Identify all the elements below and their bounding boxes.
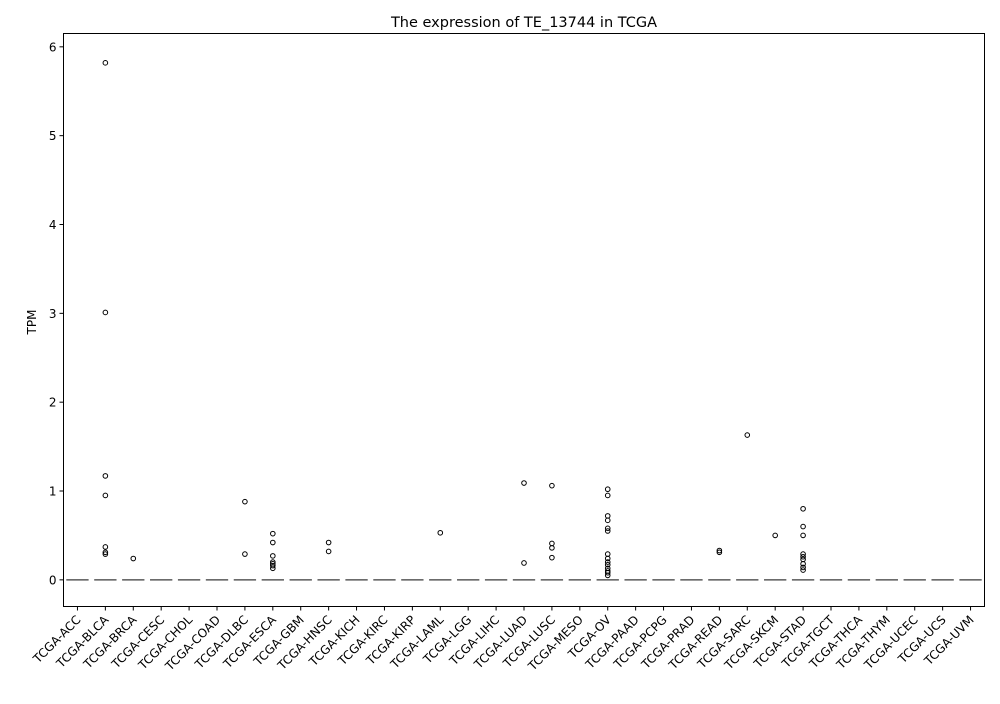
outlier-point: [242, 551, 248, 557]
outlier-point: [800, 551, 806, 557]
outlier-point: [800, 567, 806, 573]
outlier-point: [604, 492, 611, 499]
outlier-point: [325, 539, 332, 546]
outlier-point: [744, 432, 751, 438]
outlier-point: [242, 498, 248, 505]
outlier-point: [604, 561, 611, 568]
outlier-point: [521, 560, 527, 566]
outlier-point: [270, 530, 276, 537]
outlier-point: [604, 513, 611, 519]
y-axis-label: TPM: [25, 310, 39, 336]
plot-area: 0123456TCGA-ACCTCGA-BLCATCGA-BRCATCGA-CE…: [30, 40, 982, 674]
outlier-point: [604, 486, 611, 493]
outlier-point: [800, 553, 806, 560]
outlier-point: [800, 561, 806, 567]
outlier-point: [102, 492, 109, 499]
outlier-point: [716, 549, 723, 556]
outlier-point: [604, 551, 611, 557]
y-tick-label: 4: [49, 218, 57, 232]
y-tick-label: 0: [49, 573, 57, 587]
outlier-point: [549, 482, 555, 489]
outlier-point: [800, 523, 806, 530]
outlier-point: [270, 565, 276, 572]
y-tick-label: 2: [49, 396, 57, 410]
outlier-point: [102, 309, 109, 316]
outlier-point: [604, 525, 611, 532]
outlier-point: [800, 564, 806, 571]
y-tick-label: 1: [49, 485, 57, 499]
outlier-point: [549, 554, 555, 561]
outlier-point: [102, 60, 109, 66]
outlier-point: [604, 528, 611, 534]
outlier-point: [102, 549, 109, 556]
outlier-point: [604, 572, 611, 579]
outlier-point: [604, 555, 611, 562]
y-tick-label: 3: [49, 307, 57, 321]
outlier-point: [270, 553, 276, 559]
outlier-point: [102, 544, 109, 550]
outlier-point: [800, 532, 806, 539]
chart-title: The expression of TE_13744 in TCGA: [390, 15, 657, 31]
y-tick-label: 5: [49, 129, 57, 143]
outlier-point: [772, 532, 778, 539]
outlier-point: [270, 559, 276, 565]
outlier-point: [437, 529, 444, 536]
outlier-point: [102, 473, 109, 479]
outlier-point: [270, 562, 276, 569]
outlier-point: [800, 505, 806, 512]
outlier-point: [270, 539, 276, 546]
y-tick-label: 6: [49, 40, 57, 54]
outlier-point: [102, 551, 109, 557]
outlier-point: [325, 548, 332, 555]
outlier-point: [549, 545, 555, 551]
outlier-point: [604, 569, 611, 576]
outlier-point: [130, 555, 137, 562]
outlier-point: [604, 517, 611, 524]
outlier-point: [549, 540, 555, 547]
outlier-point: [604, 559, 611, 565]
plot-frame: [63, 33, 985, 607]
outlier-point: [521, 480, 527, 486]
outlier-point: [716, 547, 723, 554]
